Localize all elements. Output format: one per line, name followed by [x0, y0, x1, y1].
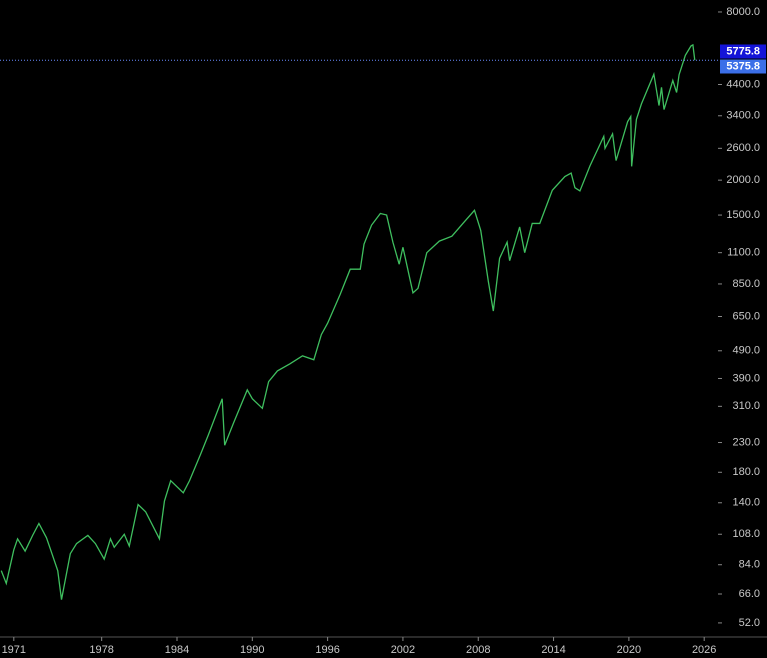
- y-tick-label: 2000.0: [726, 174, 760, 186]
- x-tick-label: 2002: [391, 644, 415, 656]
- x-tick-label: 2026: [692, 644, 716, 656]
- x-tick-label: 1990: [240, 644, 264, 656]
- price-badge: [720, 59, 766, 74]
- y-tick-label: 180.0: [732, 466, 760, 478]
- price-badge-label: 5775.8: [726, 45, 760, 57]
- y-tick-label: 390.0: [732, 372, 760, 384]
- y-tick-label: 66.0: [739, 588, 760, 600]
- y-tick-label: 84.0: [739, 559, 760, 571]
- y-tick-label: 8000.0: [726, 6, 760, 18]
- y-tick-label: 3400.0: [726, 110, 760, 122]
- x-tick-label: 1971: [2, 644, 26, 656]
- y-tick-label: 850.0: [732, 278, 760, 290]
- y-tick-label: 52.0: [739, 617, 760, 629]
- y-tick-label: 1500.0: [726, 209, 760, 221]
- x-tick-label: 2008: [466, 644, 490, 656]
- y-tick-label: 650.0: [732, 310, 760, 322]
- price-badge: [720, 44, 766, 59]
- y-tick-label: 1100.0: [727, 247, 760, 259]
- y-tick-label: 490.0: [732, 345, 760, 357]
- y-tick-label: 140.0: [732, 497, 760, 509]
- price-line: [0, 43, 696, 600]
- x-tick-label: 1978: [89, 644, 113, 656]
- x-tick-label: 1996: [315, 644, 339, 656]
- x-tick-label: 2014: [541, 644, 565, 656]
- y-tick-label: 230.0: [732, 436, 760, 448]
- y-tick-label: 2600.0: [726, 142, 760, 154]
- price-badge-label: 5375.8: [726, 60, 760, 72]
- y-tick-label: 310.0: [732, 400, 760, 412]
- y-tick-label: 108.0: [732, 528, 760, 540]
- y-tick-label: 4400.0: [726, 78, 760, 90]
- x-tick-label: 1984: [165, 644, 189, 656]
- x-tick-label: 2020: [617, 644, 641, 656]
